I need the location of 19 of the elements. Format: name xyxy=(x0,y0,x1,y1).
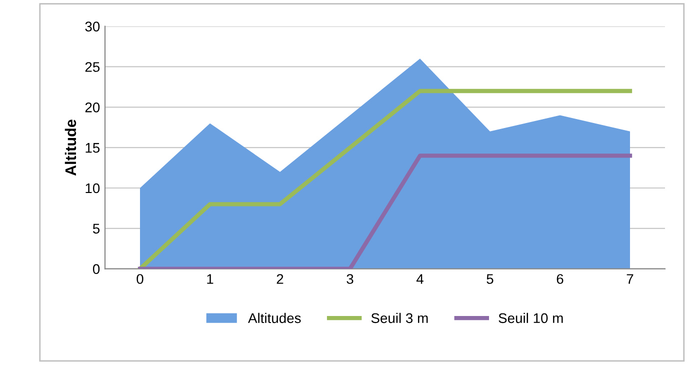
x-tick-label: 0 xyxy=(136,274,144,284)
legend-label: Altitudes xyxy=(248,312,301,324)
y-tick-label: 20 xyxy=(85,102,100,112)
legend-label: Seuil 3 m xyxy=(371,312,428,324)
y-tick-label: 5 xyxy=(92,224,100,234)
y-axis-title: Altitude xyxy=(64,120,76,176)
x-tick-label: 5 xyxy=(486,274,494,284)
legend-label: Seuil 10 m xyxy=(498,312,563,324)
y-tick-label: 0 xyxy=(92,264,100,274)
y-tick-label: 15 xyxy=(86,143,100,153)
x-tick-label: 7 xyxy=(626,274,634,284)
y-tick-label: 10 xyxy=(86,183,100,194)
x-tick-label: 6 xyxy=(556,274,564,284)
y-tick-label: 30 xyxy=(85,22,100,32)
x-tick-label: 4 xyxy=(416,274,424,284)
x-tick-label: 1 xyxy=(207,274,214,284)
x-tick-label: 3 xyxy=(346,274,354,284)
y-tick-label: 25 xyxy=(85,62,100,72)
x-tick-label: 2 xyxy=(276,274,284,284)
